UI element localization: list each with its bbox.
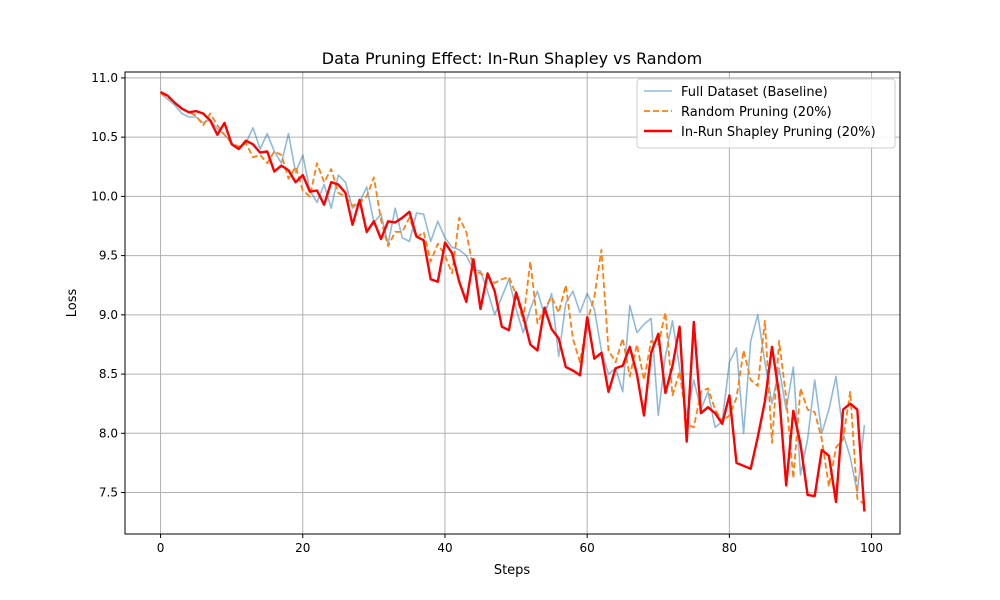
x-tick-label: 0 bbox=[157, 541, 165, 555]
legend-label: In-Run Shapley Pruning (20%) bbox=[681, 125, 876, 140]
y-tick-label: 9.0 bbox=[99, 308, 118, 322]
legend: Full Dataset (Baseline) Random Pruning (2… bbox=[636, 78, 896, 149]
x-tick-label: 80 bbox=[722, 541, 737, 555]
plot-frame bbox=[124, 71, 901, 535]
legend-label: Full Dataset (Baseline) bbox=[681, 85, 828, 100]
y-tick-label: 11.0 bbox=[91, 71, 118, 85]
random-pruning-line bbox=[160, 92, 865, 506]
shapley-pruning-line bbox=[160, 91, 866, 512]
chart-title: Data Pruning Effect: In-Run Shapley vs R… bbox=[322, 49, 703, 68]
baseline-line bbox=[160, 92, 866, 494]
x-tick-label: 100 bbox=[860, 541, 883, 555]
y-tick-label: 10.0 bbox=[91, 189, 118, 203]
y-tick-label: 8.0 bbox=[99, 426, 118, 440]
y-tick-label: 7.5 bbox=[99, 486, 118, 500]
y-tick-label: 9.5 bbox=[99, 249, 118, 263]
y-tick-label: 10.5 bbox=[91, 130, 118, 144]
legend-box bbox=[636, 78, 896, 149]
series-group bbox=[160, 91, 866, 512]
x-tick-label: 40 bbox=[437, 541, 452, 555]
x-tick-label: 20 bbox=[295, 541, 310, 555]
x-axis-label: Steps bbox=[494, 563, 531, 578]
y-axis-label: Loss bbox=[65, 289, 80, 318]
x-tick-label: 60 bbox=[580, 541, 595, 555]
legend-label: Random Pruning (20%) bbox=[681, 105, 832, 120]
axis-ticks: 0 20 40 60 80 100 7.5 8.0 8.5 9.0 9.5 10.0 10.5 11.0 bbox=[91, 71, 883, 555]
y-tick-label: 8.5 bbox=[99, 367, 118, 381]
